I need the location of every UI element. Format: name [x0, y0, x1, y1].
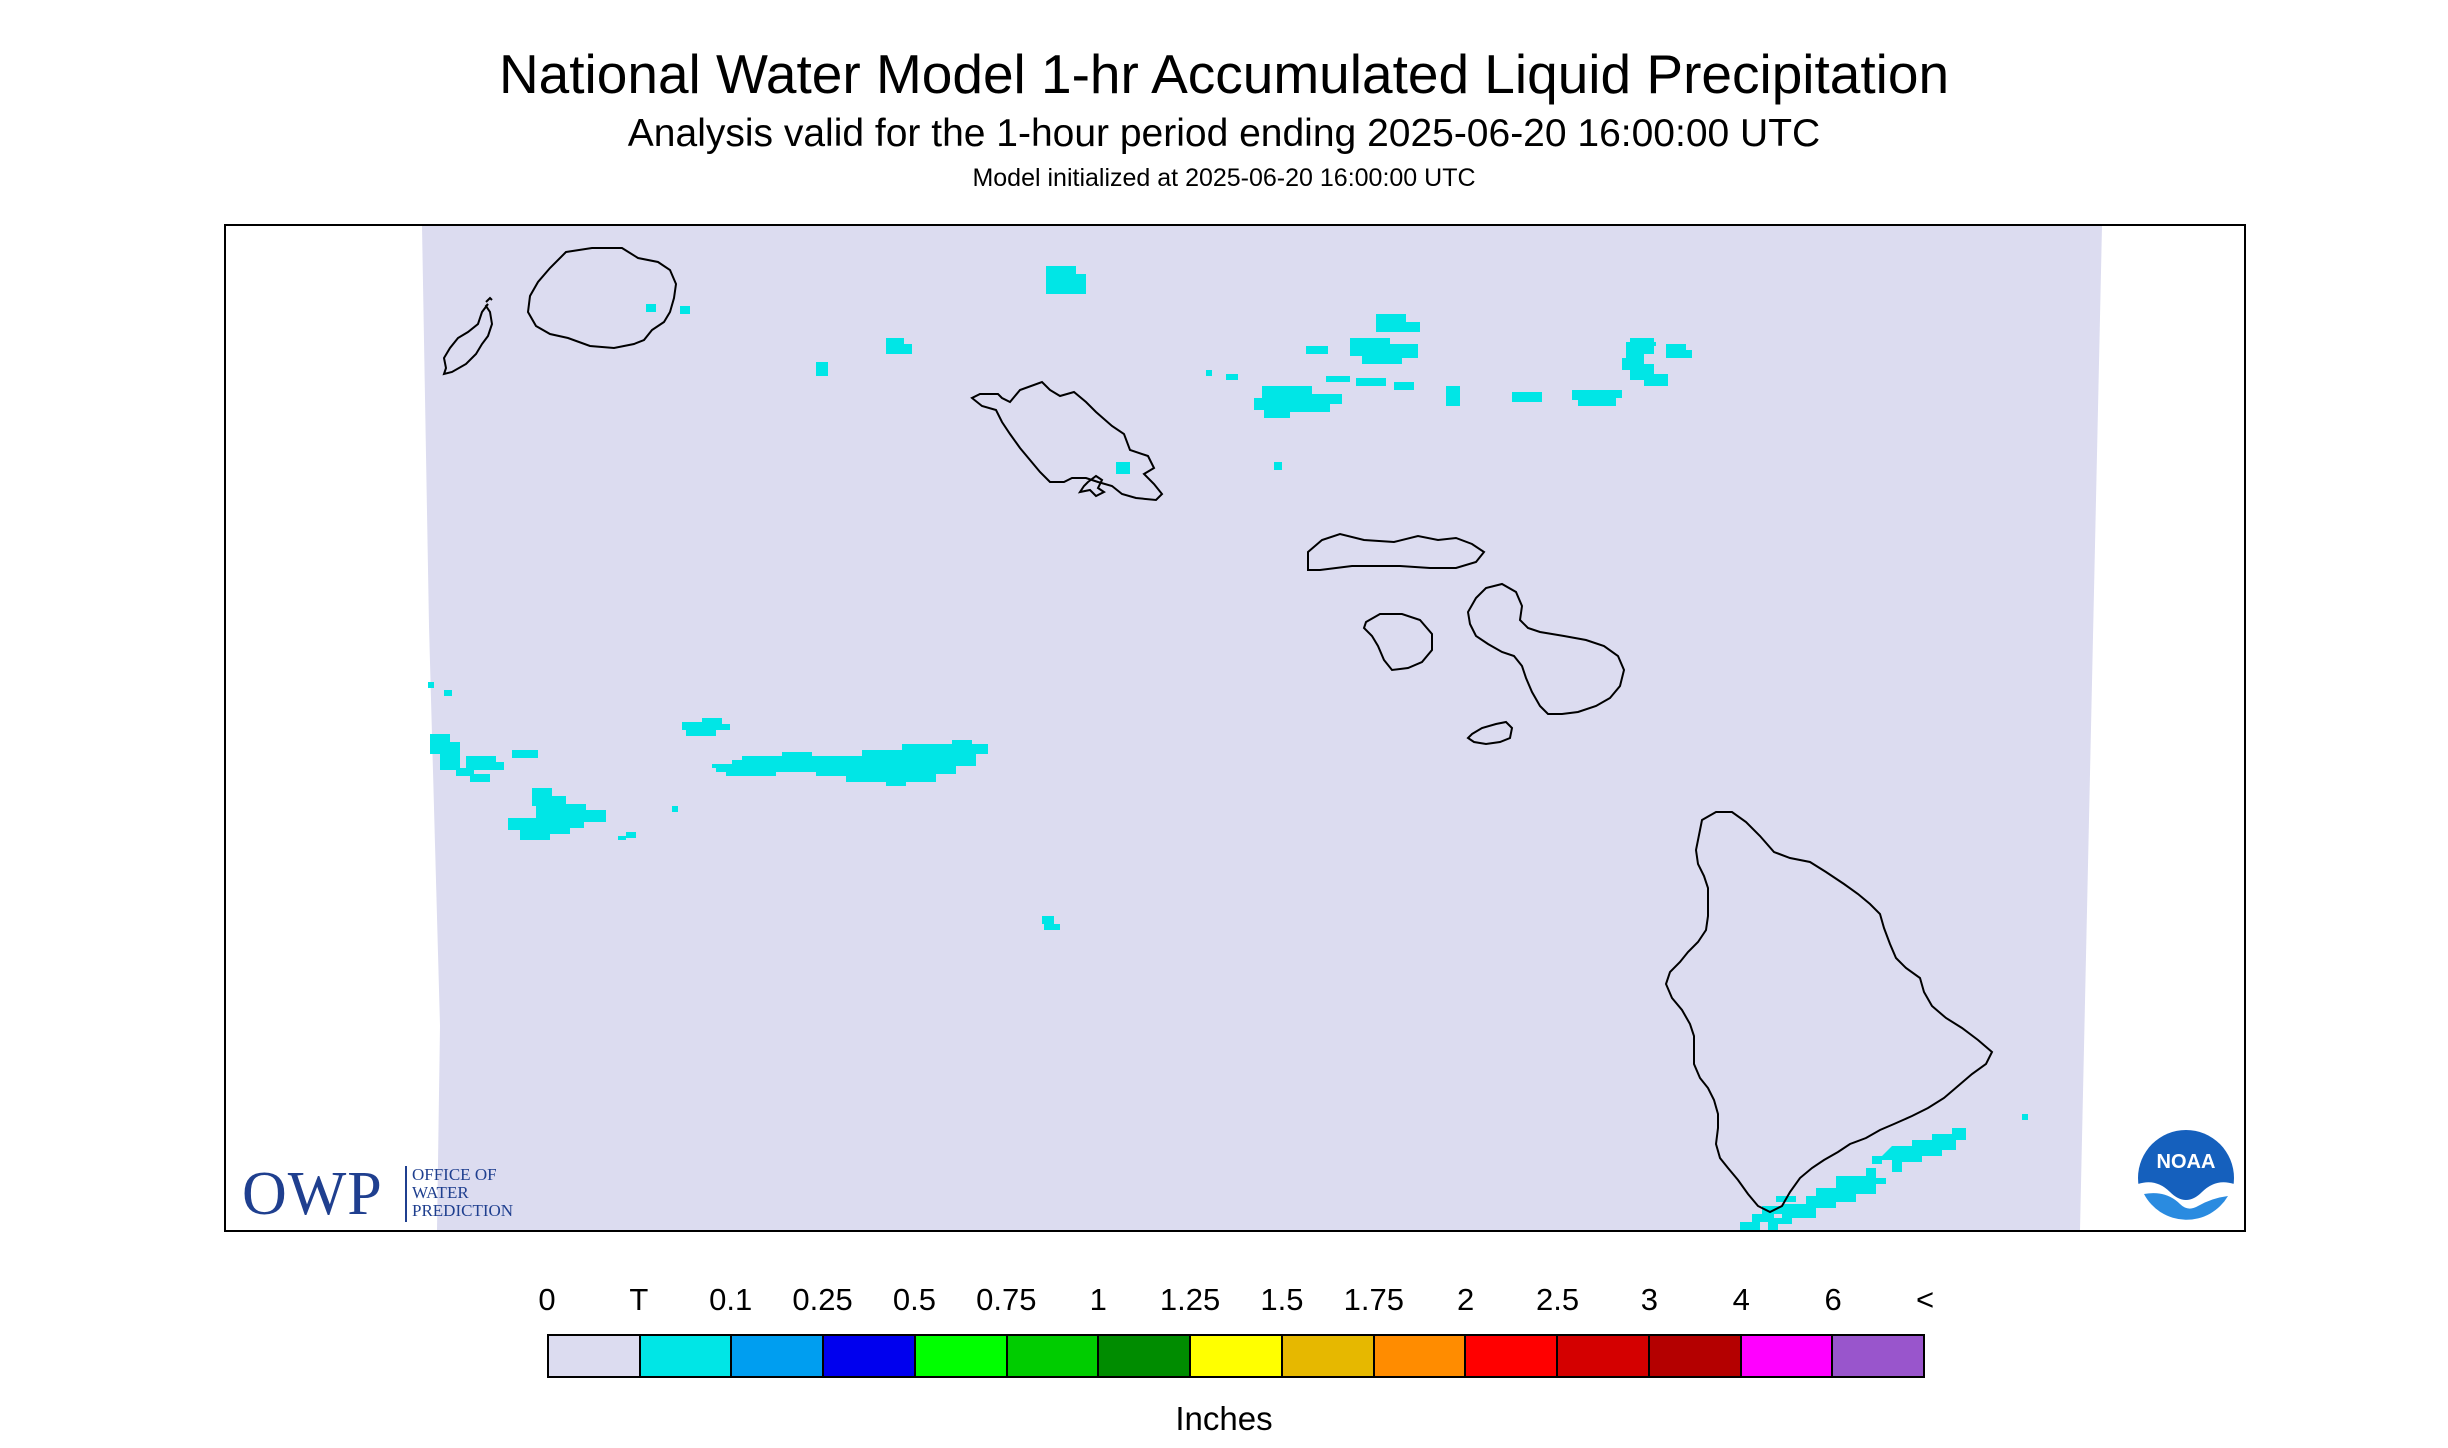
legend-swatch: [1282, 1336, 1375, 1376]
legend-tick-label: 0.25: [792, 1282, 853, 1317]
legend-tick-label: 0.75: [976, 1282, 1037, 1317]
legend-units-label: Inches: [1175, 1400, 1273, 1437]
owp-logo-separator: [405, 1166, 407, 1222]
map-frame: [224, 224, 2246, 1232]
precip-patch: [430, 734, 460, 760]
molokai-island-outline: [1307, 532, 1486, 571]
precip-patch: [1254, 386, 1342, 418]
model-domain-area: [422, 226, 2102, 1230]
noaa-logo-text: NOAA: [2157, 1151, 2216, 1173]
precip-patch: [1042, 916, 1060, 930]
precip-patch: [1768, 1196, 1808, 1230]
precip-patch: [1622, 346, 1668, 386]
owp-logo-line: PREDICTION: [412, 1201, 514, 1220]
precip-patch: [1872, 1128, 1966, 1172]
precip-patch: [1350, 338, 1418, 364]
precip-patch: [1306, 346, 1328, 354]
colorbar-legend: [547, 1334, 1925, 1378]
legend-swatch: [1833, 1336, 1924, 1376]
legend-tick-label: 1: [1089, 1282, 1107, 1317]
lanai-island-outline: [1362, 613, 1433, 672]
oahu-island-outline: [970, 380, 1164, 502]
precip-patch: [886, 338, 912, 354]
legend-swatch: [640, 1336, 733, 1376]
model-init-line: Model initialized at 2025-06-20 16:00:00…: [972, 164, 1476, 192]
map-title: National Water Model 1-hr Accumulated Li…: [498, 43, 1950, 105]
precip-patch: [712, 740, 988, 786]
legend-swatch: [1191, 1336, 1283, 1376]
precip-patch: [646, 304, 690, 314]
precip-patch: [440, 760, 490, 782]
legend-swatch: [549, 1336, 641, 1376]
map-subtitle: Analysis valid for the 1-hour period end…: [627, 112, 1821, 155]
precip-patch: [1206, 370, 1238, 380]
precip-patch: [682, 718, 730, 736]
legend-tick-label: 1.75: [1343, 1282, 1404, 1317]
precip-patch: [1572, 390, 1622, 406]
precip-patch: [1626, 338, 1692, 358]
legend-tick-label: 3: [1640, 1282, 1659, 1317]
precip-patch: [2022, 1114, 2028, 1120]
legend-swatch: [1466, 1336, 1559, 1376]
precip-patch: [512, 750, 538, 758]
noaa-logo-gull: [2138, 1182, 2234, 1228]
precip-patch: [520, 788, 606, 840]
legend-tick-label: 0.5: [892, 1282, 937, 1317]
precip-patch: [1116, 462, 1130, 474]
precip-patch: [1274, 462, 1282, 470]
coastlines: [442, 247, 1994, 1214]
kauai-island-outline: [526, 247, 678, 350]
legend-swatch: [1558, 1336, 1650, 1376]
map-canvas: [422, 226, 2102, 1230]
legend-swatch: [824, 1336, 916, 1376]
owp-logo: OWP OFFICE OF WATER PREDICTION: [242, 1160, 562, 1228]
owp-logo-line: WATER: [412, 1183, 469, 1202]
legend-swatch: [1099, 1336, 1192, 1376]
owp-logo-text: OFFICE OF WATER PREDICTION: [412, 1166, 513, 1220]
legend-tick-label: <: [1915, 1282, 1935, 1317]
precip-patch: [428, 682, 452, 696]
noaa-logo: NOAA: [2138, 1130, 2234, 1228]
precip-patch: [1446, 386, 1460, 392]
niihau-island-outline: [442, 296, 494, 376]
legend-tick-label: 6: [1824, 1282, 1842, 1317]
precip-patch: [1326, 376, 1414, 390]
owp-logo-abbr: OWP: [242, 1160, 383, 1228]
legend-tick-label: 1.25: [1159, 1282, 1221, 1317]
legend-tick-label: 4: [1732, 1282, 1750, 1317]
legend-swatch: [1007, 1336, 1100, 1376]
legend-tick-label: T: [629, 1282, 649, 1317]
precip-patch: [1376, 314, 1420, 332]
legend-tick-label: 0: [538, 1282, 556, 1317]
hawaii-island-outline: [1664, 811, 1994, 1214]
precipitation-areas: [428, 266, 2028, 1230]
maui-island-outline: [1466, 582, 1626, 715]
precip-patch: [618, 806, 678, 840]
precip-patch: [816, 362, 828, 376]
precip-patch: [466, 756, 504, 770]
legend-tick-label: 1.5: [1260, 1282, 1304, 1317]
kahoolawe-island-outline: [1466, 720, 1514, 746]
legend-swatch: [915, 1336, 1008, 1376]
precip-patch: [1512, 392, 1542, 402]
precip-patch: [508, 818, 538, 830]
precip-patch: [1046, 266, 1086, 294]
legend-tick-label: 2.5: [1535, 1282, 1580, 1317]
legend-swatch: [1374, 1336, 1467, 1376]
legend-swatch: [1741, 1336, 1834, 1376]
legend-swatch: [1649, 1336, 1742, 1376]
precip-patch: [1446, 392, 1460, 406]
legend-tick-label: 0.1: [709, 1282, 753, 1317]
precip-patch: [1796, 1168, 1886, 1218]
legend-tick-label: 2: [1457, 1282, 1475, 1317]
owp-logo-line: OFFICE OF: [412, 1165, 497, 1184]
legend-swatch: [732, 1336, 825, 1376]
